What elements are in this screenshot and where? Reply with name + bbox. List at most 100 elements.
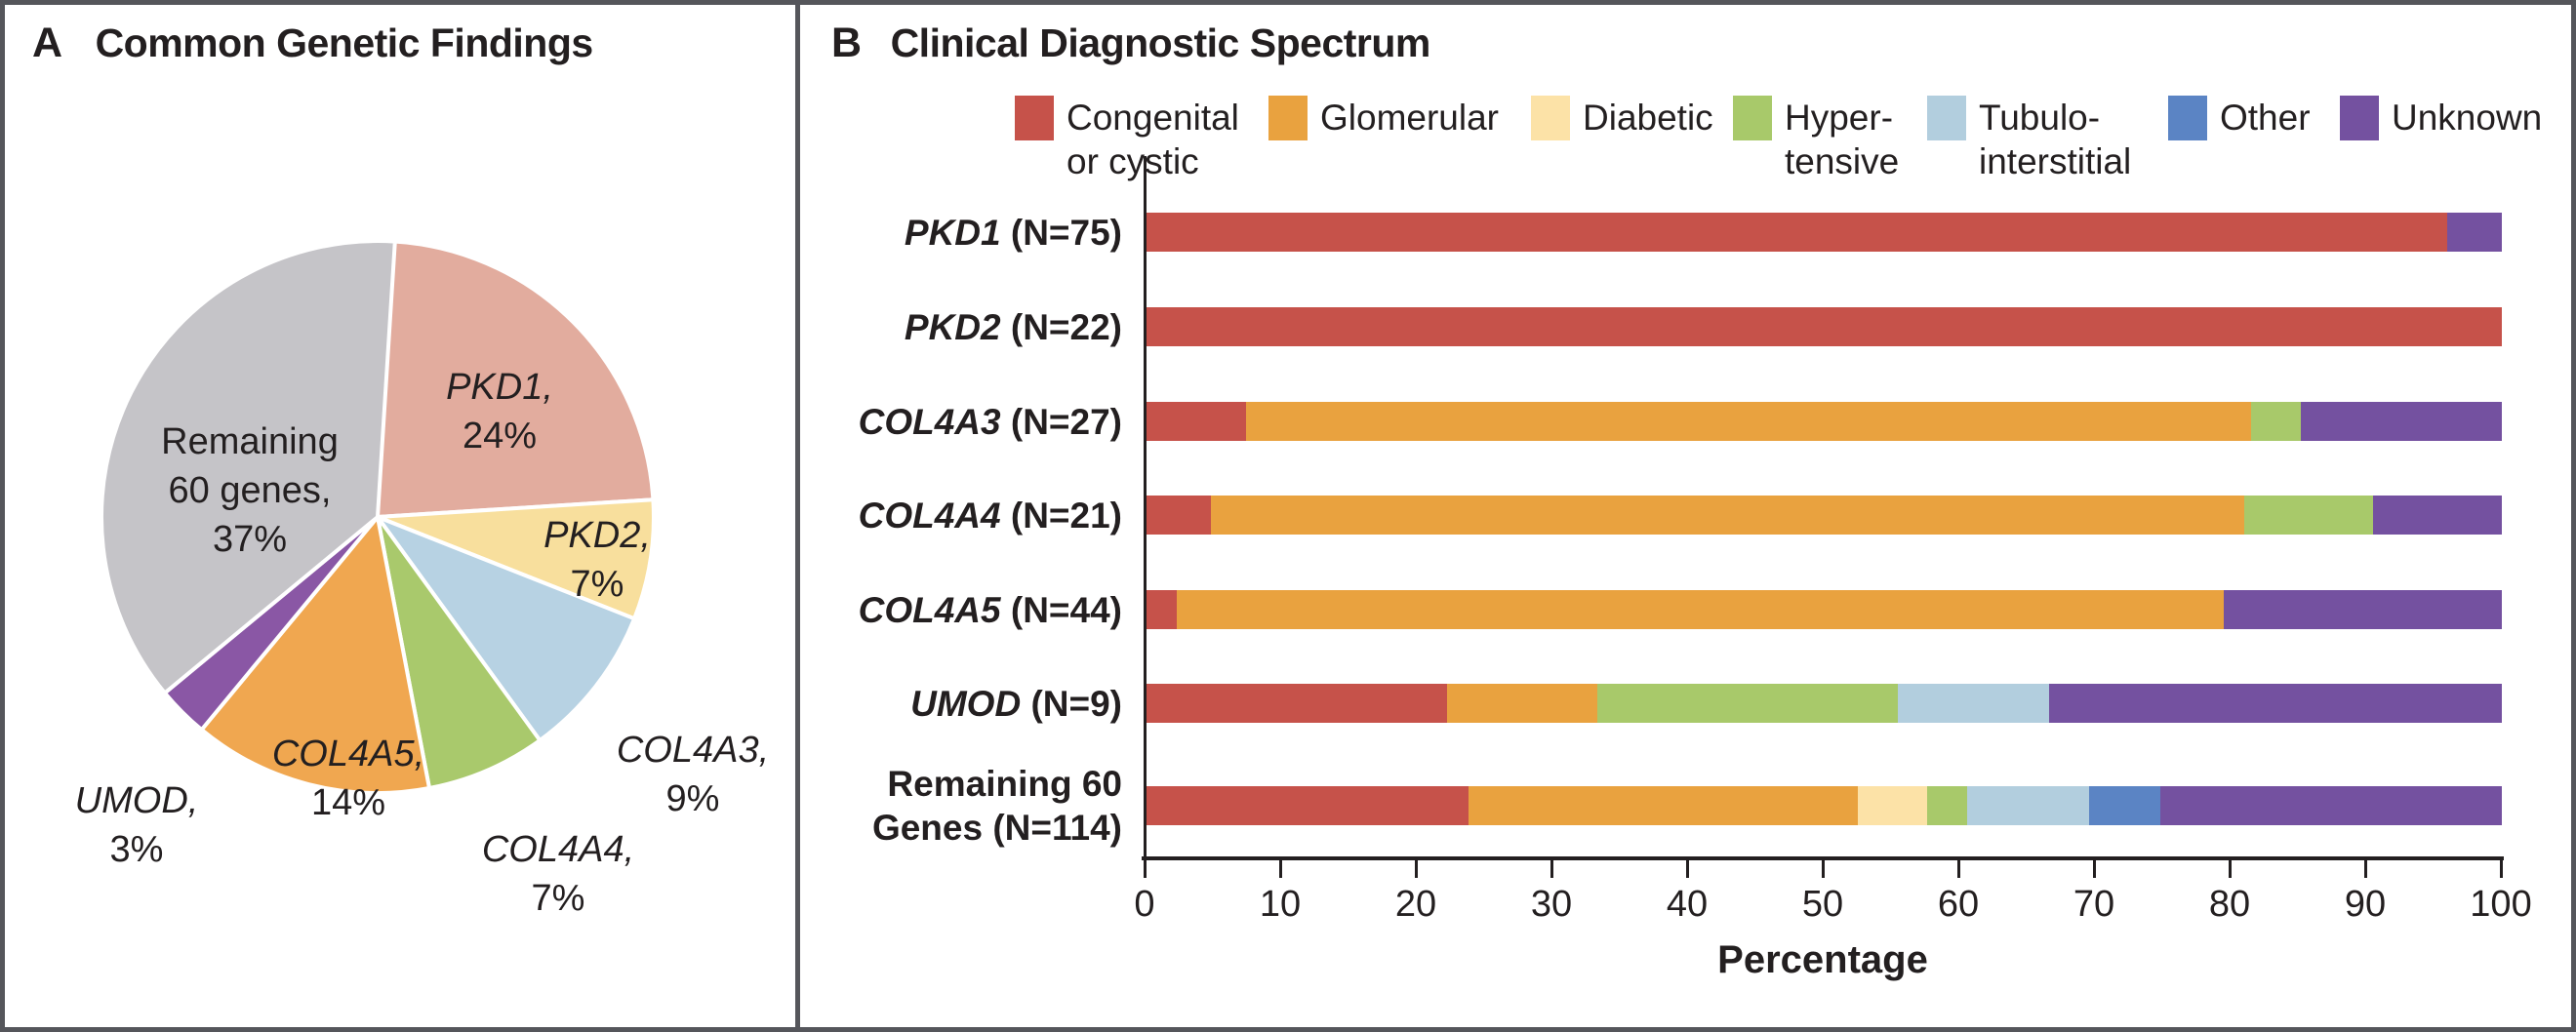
pie-label-line: 3%	[109, 829, 164, 870]
legend-swatch-icon	[1927, 96, 1966, 140]
pie-chart	[99, 239, 656, 796]
x-axis-tick	[1279, 858, 1282, 878]
x-axis-tick-label: 50	[1801, 884, 1844, 925]
bar-segment-glomerular	[1245, 402, 2251, 441]
bar-segment-hypertensive	[2243, 496, 2373, 535]
bar-segment-hypertensive	[2250, 402, 2302, 441]
bar-segment-unknown	[2372, 496, 2502, 535]
x-axis-tick-label: 40	[1666, 884, 1709, 925]
bar-row-label: COL4A4 (N=21)	[808, 494, 1122, 537]
x-axis-tick	[1415, 858, 1418, 878]
legend-item-glomerular: Glomerular	[1268, 96, 1499, 140]
pie-label-line: PKD2,	[543, 515, 651, 556]
bar-row-label: PKD2 (N=22)	[808, 305, 1122, 349]
gene-name: PKD1	[904, 213, 1001, 253]
bar-segment-glomerular	[1468, 786, 1858, 825]
pie-label-line: COL4A5,	[271, 734, 425, 774]
stacked-bar-row	[1146, 402, 2502, 441]
gene-name: COL4A4	[858, 496, 1001, 536]
legend-label-line: Congenital	[1067, 98, 1239, 138]
bar-row-label: PKD1 (N=75)	[808, 211, 1122, 255]
legend-item-diabetic: Diabetic	[1531, 96, 1713, 140]
bar-row-label-line: Genes (N=114)	[871, 808, 1122, 848]
pie-label-umod: UMOD, 3%	[75, 776, 199, 874]
panel-b-title: B Clinical Diagnostic Spectrum	[831, 20, 1430, 67]
pie-label-line: COL4A3,	[616, 730, 770, 771]
pie-label-line: 7%	[570, 564, 624, 605]
bar-segment-unknown	[2447, 213, 2502, 252]
pie-slice-remaining-60-genes	[99, 239, 397, 695]
bar-row-label-line: Remaining 60	[887, 764, 1122, 804]
stacked-bar-row	[1146, 213, 2502, 252]
bar-segment-hypertensive	[1926, 786, 1968, 825]
bar-segment-tubulointerstitial	[1898, 684, 2049, 723]
bar-segment-congenital-or-cystic	[1146, 786, 1469, 825]
stacked-bar-row	[1146, 786, 2502, 825]
x-axis-tick	[1822, 858, 1825, 878]
pie-label-col4a4: COL4A4, 7%	[482, 825, 634, 923]
legend-label-line: interstitial	[1979, 141, 2132, 181]
bar-segment-unknown	[2301, 402, 2502, 441]
bar-segment-congenital-or-cystic	[1146, 213, 2448, 252]
x-axis-tick-label: 90	[2344, 884, 2387, 925]
bar-segment-unknown	[2048, 684, 2502, 723]
bar-segment-congenital-or-cystic	[1146, 590, 1177, 629]
sample-size: (N=21)	[1000, 496, 1122, 536]
pie-label-col4a5: COL4A5, 14%	[272, 730, 424, 827]
x-axis-tick	[1686, 858, 1689, 878]
legend-label: Diabetic	[1583, 96, 1713, 139]
bar-segment-congenital-or-cystic	[1146, 307, 2502, 346]
pie-label-line: 24%	[462, 416, 538, 456]
bar-segment-congenital-or-cystic	[1146, 496, 1211, 535]
pie-slice-col4a5	[199, 515, 431, 796]
x-axis-tick-label: 30	[1530, 884, 1573, 925]
pie-slice-pkd1	[376, 239, 656, 519]
legend-label: Congenital or cystic	[1067, 96, 1239, 183]
legend-label: Unknown	[2392, 96, 2542, 139]
x-axis-tick-label: 100	[2470, 884, 2532, 925]
pie-label-line: 60 genes,	[168, 470, 332, 511]
panel-a-title-text: Common Genetic Findings	[95, 20, 594, 65]
legend-label: Hyper-tensive	[1785, 96, 1899, 183]
x-axis-tick-label: 80	[2208, 884, 2251, 925]
bar-segment-unknown	[2224, 590, 2502, 629]
bar-segment-glomerular	[1446, 684, 1597, 723]
legend-label-line: Diabetic	[1583, 98, 1713, 138]
x-axis-title: Percentage	[1717, 938, 1928, 981]
bar-segment-other	[2089, 786, 2160, 825]
legend-label: Glomerular	[1320, 96, 1499, 139]
pie-label-line: PKD1,	[446, 367, 553, 408]
bar-segment-glomerular	[1210, 496, 2244, 535]
x-axis-line	[1142, 856, 2504, 860]
x-axis-tick	[2364, 858, 2367, 878]
legend-item-hypertensive: Hyper-tensive	[1733, 96, 1899, 183]
bar-row-label: Remaining 60 Genes (N=114)	[808, 762, 1122, 850]
pie-label-pkd2: PKD2, 7%	[543, 511, 651, 609]
legend-swatch-icon	[1268, 96, 1308, 140]
legend-label-line: Other	[2220, 98, 2311, 138]
pie-slice-pkd2	[376, 497, 656, 621]
gene-name: COL4A3	[858, 402, 1001, 442]
panel-b-letter: B	[831, 20, 862, 66]
legend-label-line: Glomerular	[1320, 98, 1499, 138]
legend-item-congenital-or-cystic: Congenital or cystic	[1015, 96, 1239, 183]
y-axis-line	[1144, 156, 1147, 858]
gene-name: PKD2	[904, 307, 1001, 347]
pie-label-pkd1: PKD1, 24%	[446, 363, 553, 460]
pie-label-line: 37%	[212, 519, 288, 560]
pie-label-line: 7%	[531, 878, 585, 919]
sample-size: (N=27)	[1000, 402, 1122, 442]
legend-label: Other	[2220, 96, 2311, 139]
sample-size: (N=22)	[1000, 307, 1122, 347]
legend-label-line: Unknown	[2392, 98, 2543, 138]
panel-a-letter: A	[32, 20, 62, 66]
x-axis-tick-label: 0	[1134, 884, 1155, 925]
legend-label-line: or cystic	[1067, 141, 1199, 181]
legend-item-unknown: Unknown	[2340, 96, 2542, 140]
bar-segment-diabetic	[1857, 786, 1927, 825]
stacked-bar-row	[1146, 307, 2502, 346]
legend-swatch-icon	[1531, 96, 1570, 140]
legend-label-line: Tubulo-	[1979, 98, 2101, 138]
x-axis-tick	[2093, 858, 2096, 878]
